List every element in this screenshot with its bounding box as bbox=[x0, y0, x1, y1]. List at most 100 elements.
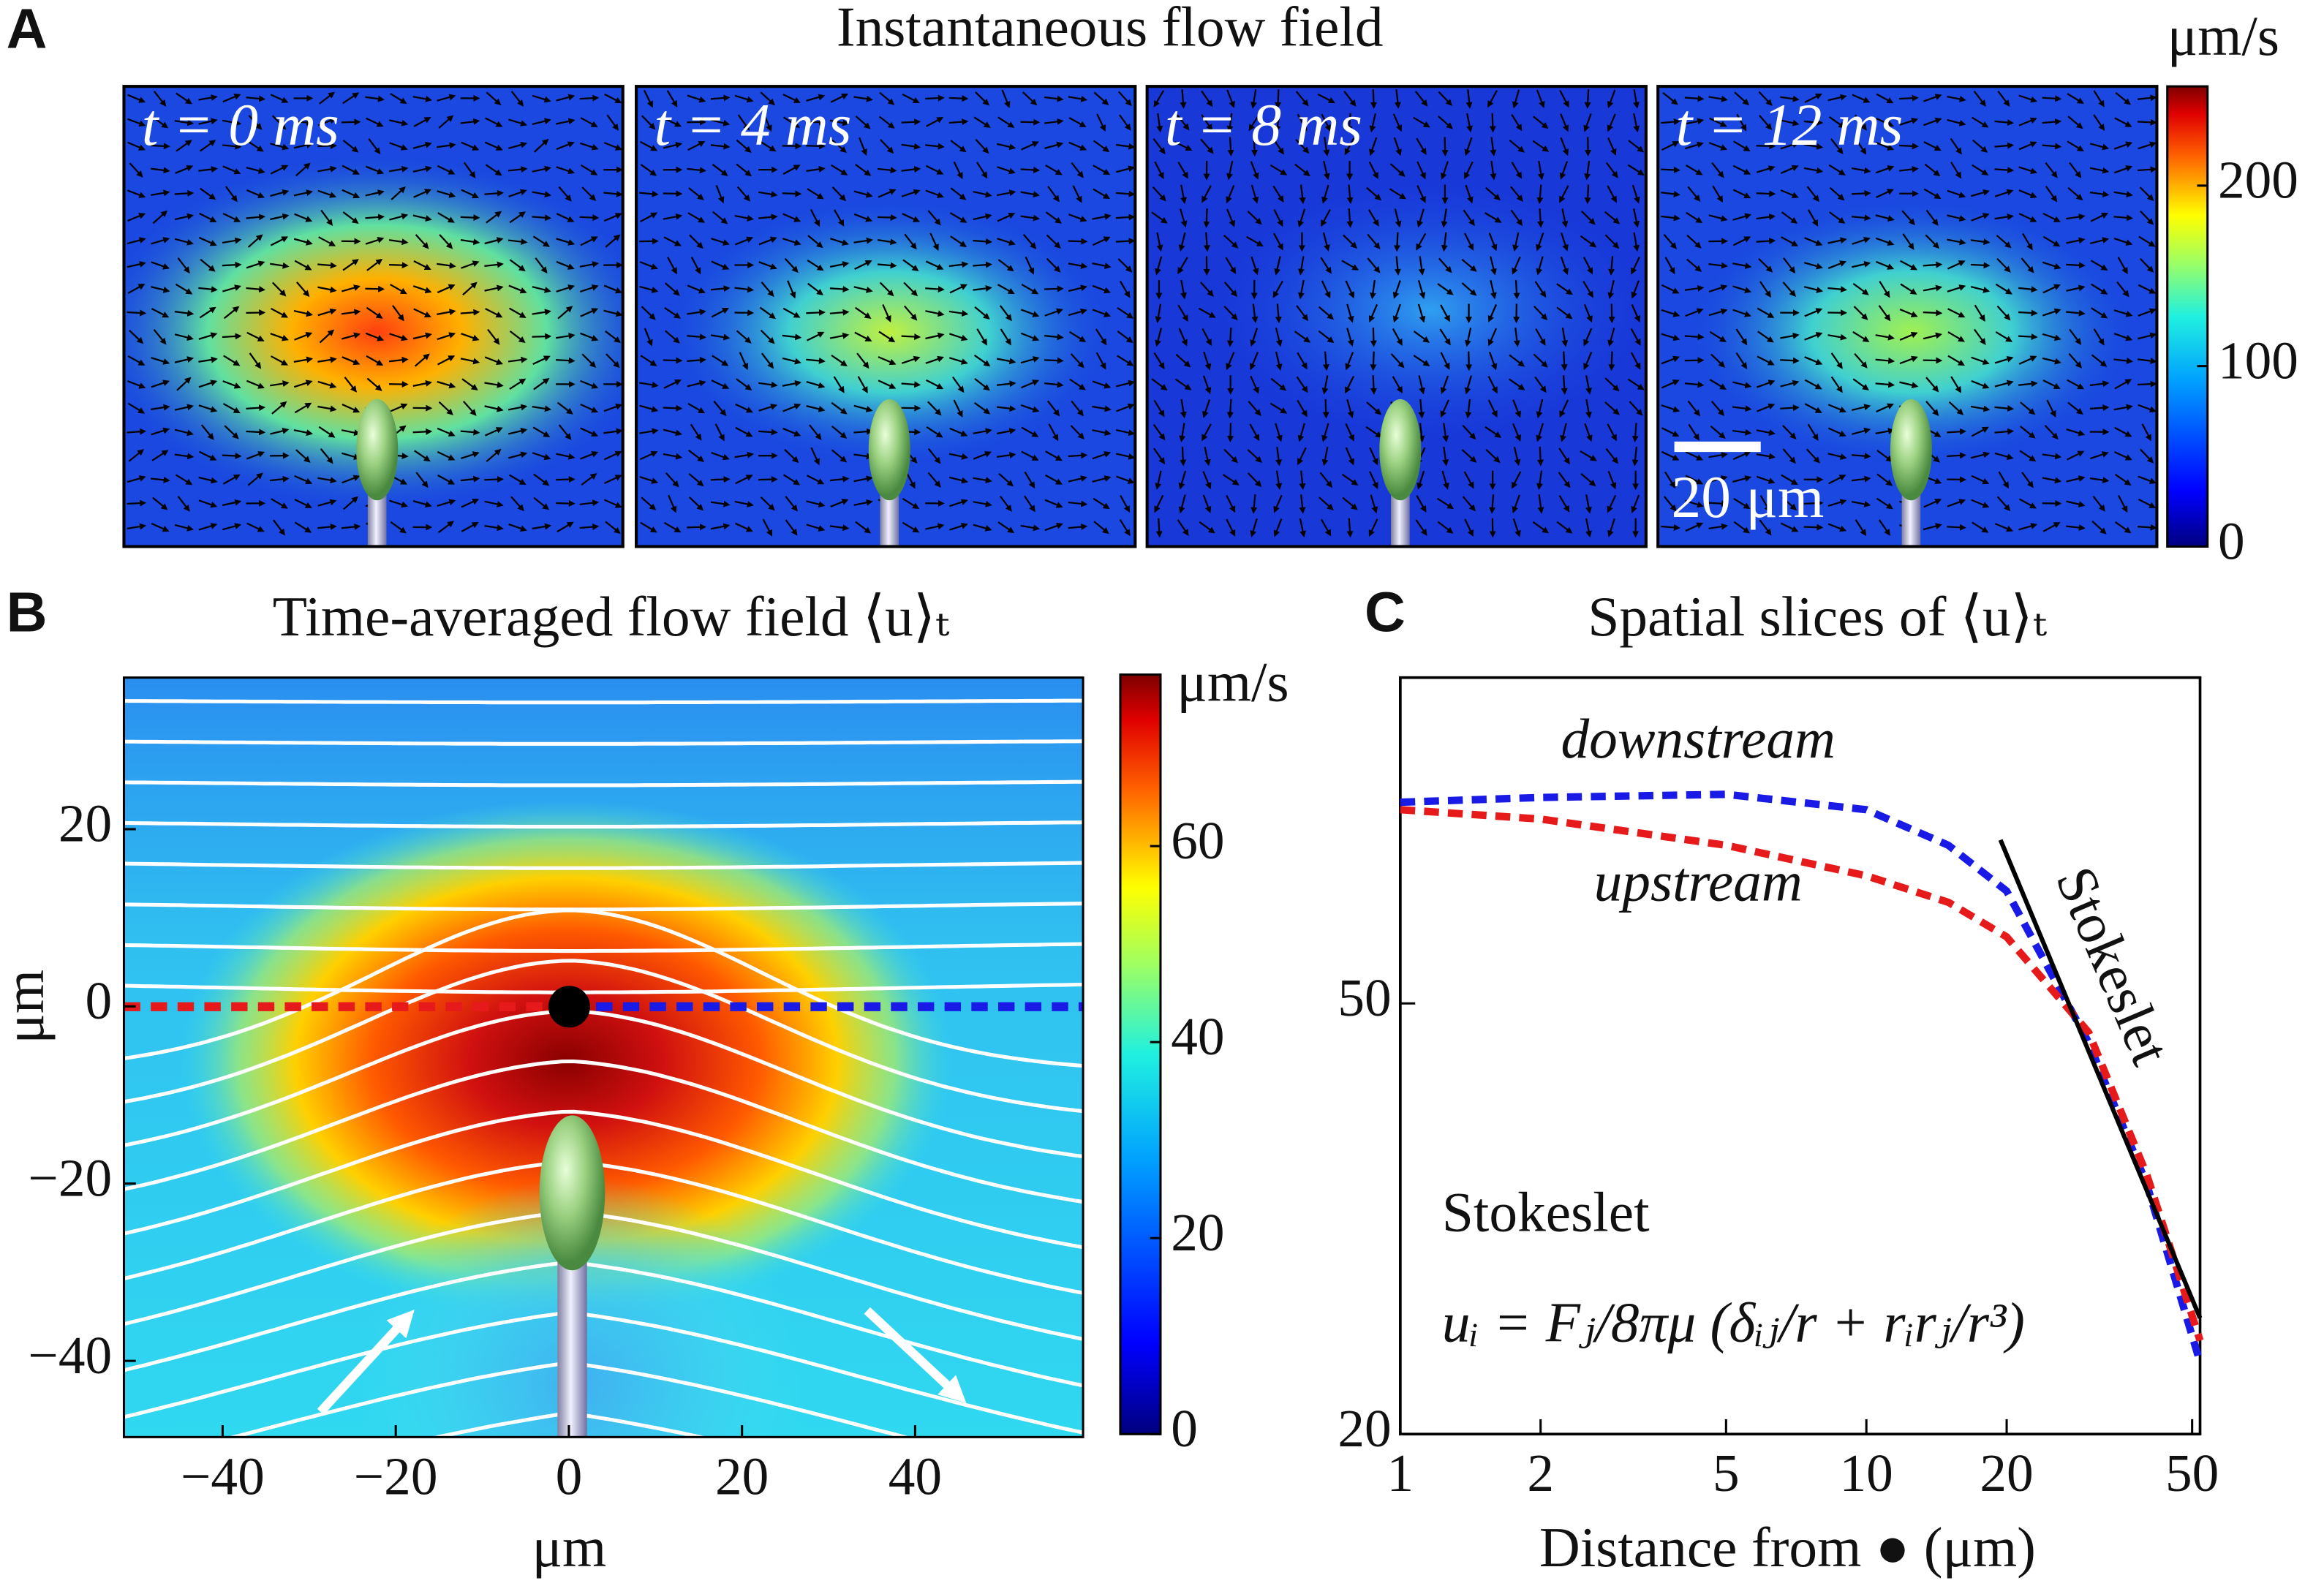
annotation: Stokeslet bbox=[1442, 1181, 1650, 1244]
flow-arrow bbox=[1155, 328, 1163, 347]
flow-arrow bbox=[687, 140, 706, 151]
flow-arrow bbox=[643, 89, 653, 108]
flow-arrow bbox=[224, 425, 239, 439]
flow-arrow bbox=[1153, 90, 1165, 107]
flow-arrow bbox=[1044, 381, 1064, 388]
flow-arrow bbox=[222, 94, 241, 103]
flow-arrow bbox=[556, 94, 576, 102]
flow-arrow bbox=[1180, 399, 1187, 419]
flow-arrow bbox=[854, 306, 872, 319]
flow-arrow bbox=[927, 401, 942, 416]
flow-arrow bbox=[948, 357, 968, 365]
flow-arrow bbox=[605, 234, 621, 248]
flow-arrow bbox=[1044, 141, 1064, 149]
flow-arrow bbox=[319, 91, 335, 105]
flow-arrow bbox=[1045, 474, 1063, 485]
flow-arrow bbox=[484, 141, 503, 151]
flow-arrow bbox=[1227, 137, 1234, 157]
flow-arrow bbox=[294, 402, 312, 414]
flow-arrow bbox=[484, 381, 504, 388]
flow-arrow bbox=[199, 140, 216, 152]
flow-arrow bbox=[509, 259, 526, 272]
flow-arrow bbox=[711, 379, 730, 389]
flow-arrow bbox=[829, 332, 850, 339]
flow-arrow bbox=[580, 379, 599, 389]
flow-arrow bbox=[737, 114, 750, 131]
flow-arrow bbox=[663, 236, 682, 246]
bead bbox=[1890, 399, 1932, 501]
flow-arrow bbox=[508, 307, 527, 318]
flow-arrow bbox=[1093, 91, 1109, 105]
flow-arrow bbox=[1068, 238, 1088, 245]
flow-arrow bbox=[807, 475, 825, 485]
flow-arrow bbox=[390, 521, 407, 534]
flow-arrow bbox=[997, 166, 1016, 175]
flow-arrow bbox=[761, 352, 774, 369]
flow-arrow bbox=[341, 309, 361, 316]
flow-arrow bbox=[831, 401, 848, 415]
flow-arrow bbox=[556, 141, 575, 151]
flow-arrow bbox=[271, 498, 288, 509]
flow-arrow bbox=[437, 521, 454, 534]
flow-arrow bbox=[1020, 404, 1040, 413]
flow-arrow bbox=[1151, 211, 1168, 224]
flow-arrow bbox=[246, 140, 264, 152]
flow-arrow bbox=[1223, 282, 1238, 298]
flow-arrow bbox=[365, 332, 385, 341]
flow-arrow bbox=[342, 259, 359, 271]
flow-arrow bbox=[486, 91, 502, 105]
flow-arrow bbox=[365, 236, 385, 245]
flow-arrow bbox=[366, 355, 384, 366]
flow-arrow bbox=[640, 164, 657, 176]
flow-arrow bbox=[412, 214, 432, 222]
flow-arrow bbox=[174, 453, 195, 460]
flow-arrow bbox=[1020, 524, 1040, 532]
flow-arrow bbox=[388, 238, 409, 246]
flow-arrow bbox=[341, 452, 361, 461]
flow-arrow bbox=[784, 448, 799, 464]
flow-arrow bbox=[556, 500, 576, 507]
flow-arrow bbox=[153, 329, 167, 345]
flow-arrow bbox=[688, 187, 704, 200]
flow-arrow bbox=[1250, 375, 1259, 394]
flow-arrow bbox=[390, 93, 407, 104]
flow-arrow bbox=[760, 91, 775, 106]
flow-arrow bbox=[270, 475, 290, 483]
flow-arrow bbox=[857, 376, 868, 394]
flow-arrow bbox=[533, 496, 550, 510]
flow-arrow bbox=[388, 356, 409, 363]
flow-arrow bbox=[222, 474, 241, 485]
flow-arrow bbox=[509, 330, 526, 344]
flow-arrow bbox=[556, 166, 576, 175]
flow-arrow bbox=[1155, 470, 1162, 490]
flow-arrow bbox=[973, 451, 992, 460]
flow-arrow bbox=[484, 427, 503, 437]
flow-arrow bbox=[1118, 91, 1132, 107]
flow-arrow bbox=[532, 118, 551, 126]
flow-arrow bbox=[1154, 494, 1164, 513]
flow-arrow bbox=[270, 262, 290, 269]
flow-arrow bbox=[151, 167, 170, 174]
flow-arrow bbox=[1044, 308, 1063, 317]
flow-arrow bbox=[317, 189, 337, 198]
flow-arrow bbox=[1095, 352, 1106, 370]
flow-arrow bbox=[532, 523, 551, 530]
flow-arrow bbox=[1177, 519, 1189, 536]
flow-arrow bbox=[439, 234, 453, 249]
flow-arrow bbox=[665, 472, 679, 488]
flow-arrow bbox=[127, 499, 147, 507]
flow-arrow bbox=[1115, 214, 1136, 221]
flow-arrow bbox=[1202, 471, 1212, 490]
flow-arrow bbox=[925, 260, 944, 270]
flow-arrow bbox=[532, 165, 551, 173]
flow-arrow bbox=[996, 405, 1016, 412]
flow-arrow bbox=[296, 282, 310, 298]
flow-arrow bbox=[639, 285, 659, 293]
flow-arrow bbox=[925, 143, 945, 150]
flow-arrow bbox=[667, 257, 677, 275]
flow-arrow bbox=[127, 118, 146, 127]
flow-arrow bbox=[579, 214, 600, 222]
flow-arrow bbox=[856, 352, 869, 369]
flow-arrow bbox=[1155, 303, 1162, 323]
